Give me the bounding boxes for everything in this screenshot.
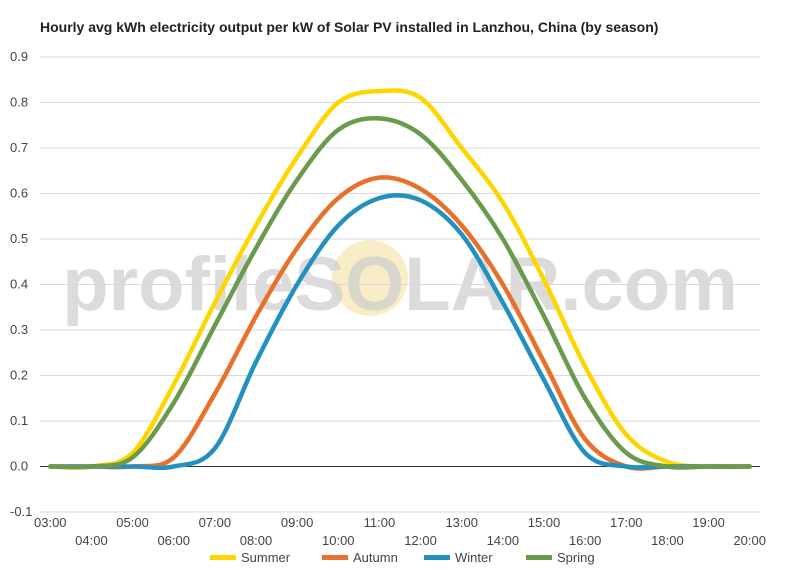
series-lines [48,88,752,471]
y-tick-label: 0.4 [10,277,28,292]
x-tick-label: 03:00 [34,515,67,530]
y-axis: 0.9 0.8 0.7 0.6 0.5 0.4 0.3 0.2 0.1 0.0 -0.1 [10,49,32,519]
y-tick-label: 0.7 [10,140,28,155]
x-tick-label: 06:00 [157,533,190,548]
y-tick-label: 0.0 [10,459,28,474]
legend-swatch-winter [424,555,450,560]
legend-swatch-summer [210,555,236,560]
x-tick-label: 11:00 [364,515,396,530]
legend-label-autumn: Autumn [353,550,398,565]
x-tick-label: 12:00 [404,533,437,548]
x-tick-label: 04:00 [75,533,108,548]
x-tick-label: 17:00 [610,515,643,530]
x-tick-label: 09:00 [281,515,314,530]
watermark-sun [332,240,408,316]
y-tick-label: 0.1 [10,413,28,428]
legend: Summer Autumn Winter Spring [210,550,595,565]
x-tick-label: 08:00 [240,533,273,548]
x-tick-label: 10:00 [322,533,355,548]
legend-label-spring: Spring [557,550,595,565]
y-tick-label: -0.1 [10,504,32,519]
x-tick-label: 19:00 [692,515,725,530]
watermark: profileSOLAR.com [62,240,738,327]
x-tick-label: 15:00 [528,515,561,530]
legend-label-winter: Winter [455,550,493,565]
y-tick-label: 0.6 [10,186,28,201]
x-axis: 03:00 04:00 05:00 06:00 07:00 08:00 09:00 10:00… [34,515,766,548]
y-tick-label: 0.9 [10,49,28,64]
series-line-summer [48,88,752,470]
y-tick-label: 0.8 [10,95,28,110]
x-tick-label: 14:00 [487,533,520,548]
legend-label-summer: Summer [241,550,291,565]
x-tick-label: 13:00 [445,515,478,530]
legend-swatch-autumn [322,555,348,560]
y-tick-label: 0.2 [10,368,28,383]
chart-title: Hourly avg kWh electricity output per kW… [40,19,659,35]
series-line-spring [48,116,752,470]
y-tick-label: 0.5 [10,231,28,246]
legend-swatch-spring [526,555,552,560]
y-tick-label: 0.3 [10,322,28,337]
x-tick-label: 05:00 [116,515,149,530]
x-tick-label: 07:00 [199,515,232,530]
series-line-winter [48,193,752,471]
x-tick-label: 20:00 [733,533,766,548]
x-tick-label: 18:00 [651,533,684,548]
x-tick-label: 16:00 [569,533,602,548]
